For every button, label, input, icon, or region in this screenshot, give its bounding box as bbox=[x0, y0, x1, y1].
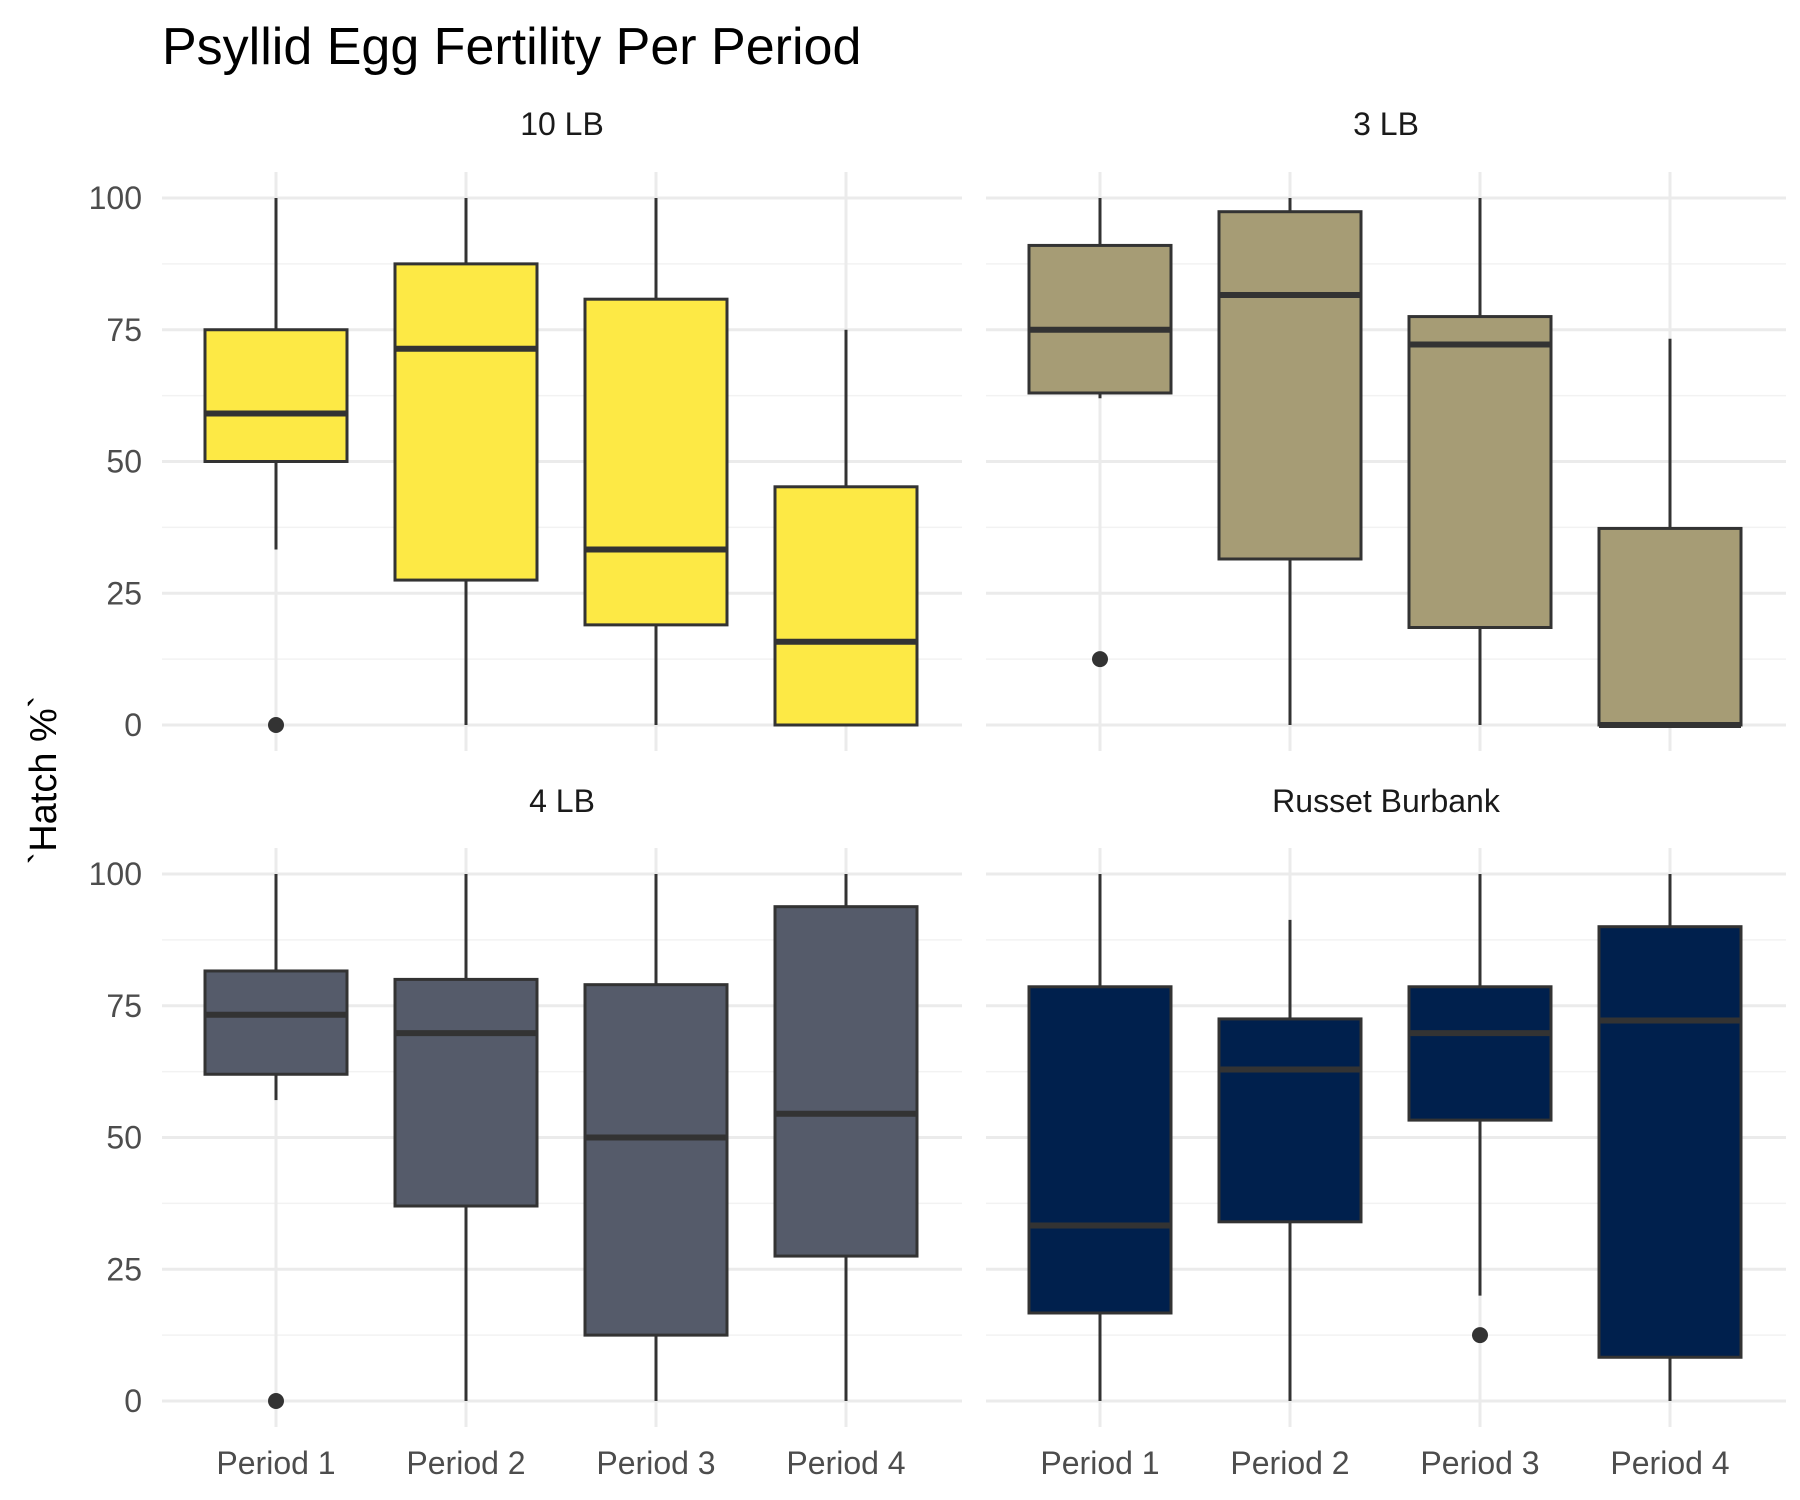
facet-strip-label: 3 LB bbox=[1353, 106, 1419, 142]
y-tick-label: 50 bbox=[106, 444, 142, 480]
y-tick-label: 75 bbox=[106, 988, 142, 1024]
y-tick-label: 25 bbox=[106, 575, 142, 611]
y-axis-label: `Hatch %` bbox=[23, 696, 65, 865]
facet-panel: 10 LB 0 25 50 75 100 bbox=[89, 106, 962, 751]
x-tick-label: Period 1 bbox=[216, 1445, 335, 1481]
y-tick-label: 100 bbox=[89, 856, 142, 892]
iqr-box bbox=[1217, 1017, 1363, 1224]
box-plot-item bbox=[583, 874, 729, 1401]
box-plot-item bbox=[1027, 874, 1173, 1401]
facet-strip-label: 4 LB bbox=[529, 783, 595, 819]
iqr-box bbox=[1027, 985, 1173, 1315]
facet-panels: 10 LB 0 25 50 75 100 3 LB 4 LB 0 25 50 75 100 Period … bbox=[89, 106, 1786, 1481]
box-plot-item bbox=[583, 198, 729, 725]
y-tick-label: 25 bbox=[106, 1251, 142, 1287]
box-plot-item bbox=[1217, 919, 1363, 1401]
y-tick-label: 50 bbox=[106, 1120, 142, 1156]
box-plot-item bbox=[1597, 338, 1743, 728]
iqr-box bbox=[1217, 210, 1363, 561]
y-tick-label: 0 bbox=[124, 1383, 142, 1419]
box-plot-item bbox=[393, 874, 539, 1401]
facet-strip-label: Russet Burbank bbox=[1272, 783, 1501, 819]
box-plot-item bbox=[773, 874, 919, 1401]
box-plot-item bbox=[773, 329, 919, 727]
box-plot-item bbox=[393, 198, 539, 725]
facet-panel: 4 LB 0 25 50 75 100 Period 1 Period 2 Period 3 Pe… bbox=[89, 783, 962, 1481]
iqr-box bbox=[393, 977, 539, 1208]
iqr-box bbox=[583, 983, 729, 1337]
iqr-box bbox=[1597, 925, 1743, 1359]
iqr-box bbox=[773, 485, 919, 727]
iqr-box bbox=[393, 262, 539, 582]
x-tick-label: Period 2 bbox=[1230, 1445, 1349, 1481]
iqr-box bbox=[1027, 243, 1173, 395]
box-plot-item bbox=[1597, 874, 1743, 1401]
x-tick-label: Period 2 bbox=[406, 1445, 525, 1481]
outlier-point bbox=[1472, 1327, 1488, 1344]
x-tick-label: Period 1 bbox=[1040, 1445, 1159, 1481]
outlier-point bbox=[1092, 651, 1108, 668]
x-tick-label: Period 4 bbox=[786, 1445, 905, 1481]
box-plot-item bbox=[1217, 198, 1363, 725]
x-tick-label: Period 3 bbox=[1420, 1445, 1539, 1481]
chart-title: Psyllid Egg Fertility Per Period bbox=[162, 18, 861, 76]
iqr-box bbox=[773, 905, 919, 1258]
box-plot-item bbox=[203, 198, 349, 733]
x-tick-label: Period 4 bbox=[1610, 1445, 1729, 1481]
iqr-box bbox=[1407, 985, 1553, 1122]
iqr-box bbox=[583, 297, 729, 627]
facet-strip-label: 10 LB bbox=[520, 106, 604, 142]
box-plot-item bbox=[203, 874, 349, 1409]
iqr-box bbox=[203, 969, 349, 1076]
facet-panel: 3 LB bbox=[986, 106, 1786, 751]
x-tick-label: Period 3 bbox=[596, 1445, 715, 1481]
box-plot-item bbox=[1407, 198, 1553, 725]
facet-panel: Russet Burbank Period 1 Period 2 Period 3 Pe… bbox=[986, 783, 1786, 1481]
y-tick-label: 100 bbox=[89, 180, 142, 216]
box-plot-item bbox=[1027, 198, 1173, 668]
outlier-point bbox=[268, 1393, 284, 1409]
y-tick-label: 75 bbox=[106, 312, 142, 348]
outlier-point bbox=[268, 717, 284, 733]
iqr-box bbox=[1407, 315, 1553, 630]
iqr-box bbox=[1597, 526, 1743, 727]
box-plot-item bbox=[1407, 874, 1553, 1344]
y-tick-label: 0 bbox=[124, 707, 142, 743]
iqr-box bbox=[203, 328, 349, 463]
